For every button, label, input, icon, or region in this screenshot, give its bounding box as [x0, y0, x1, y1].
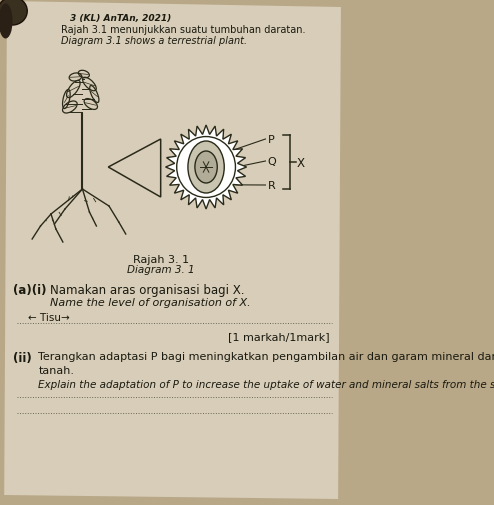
Ellipse shape [0, 5, 12, 39]
Circle shape [195, 152, 217, 184]
Text: Rajah 3. 1: Rajah 3. 1 [132, 255, 189, 265]
Text: tanah.: tanah. [39, 365, 75, 375]
Text: Name the level of organisation of X.: Name the level of organisation of X. [50, 297, 251, 308]
Text: Diagram 3. 1: Diagram 3. 1 [127, 265, 195, 274]
Text: Explain the adaptation of P to increase the uptake of water and mineral salts fr: Explain the adaptation of P to increase … [39, 379, 494, 389]
Text: (ii): (ii) [12, 351, 31, 364]
Polygon shape [165, 126, 247, 210]
Text: Q: Q [268, 157, 276, 167]
Text: Namakan aras organisasi bagi X.: Namakan aras organisasi bagi X. [50, 283, 245, 296]
Text: R: R [268, 181, 275, 190]
Ellipse shape [0, 0, 27, 26]
Text: Diagram 3.1 shows a terrestrial plant.: Diagram 3.1 shows a terrestrial plant. [61, 36, 247, 46]
Text: 3 (KL) AnTAn, 2021): 3 (KL) AnTAn, 2021) [70, 14, 171, 23]
Polygon shape [4, 2, 341, 499]
Text: (a)(i): (a)(i) [12, 283, 46, 296]
Text: ← Tisu→: ← Tisu→ [28, 313, 70, 322]
Text: Rajah 3.1 menunjukkan suatu tumbuhan daratan.: Rajah 3.1 menunjukkan suatu tumbuhan dar… [61, 25, 306, 35]
Text: [1 markah/1mark]: [1 markah/1mark] [228, 331, 329, 341]
Text: X: X [297, 156, 305, 169]
Ellipse shape [177, 137, 236, 198]
Text: P: P [268, 135, 274, 145]
Circle shape [188, 142, 224, 193]
Text: Terangkan adaptasi P bagi meningkatkan pengambilan air dan garam mineral daripad: Terangkan adaptasi P bagi meningkatkan p… [39, 351, 494, 361]
